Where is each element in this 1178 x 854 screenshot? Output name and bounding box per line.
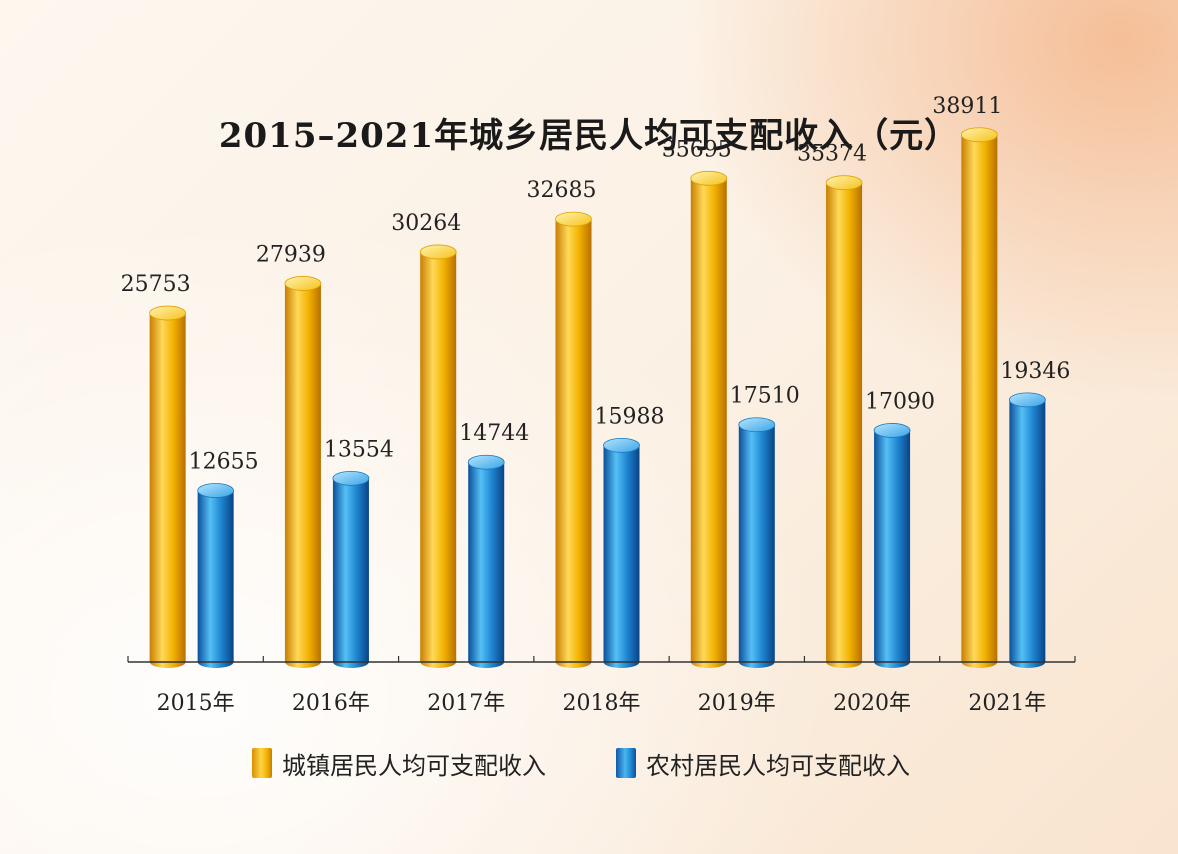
value-label-urban-3: 32685 <box>527 178 597 203</box>
bar-urban-5 <box>825 175 863 668</box>
legend-label-rural: 农村居民人均可支配收入 <box>646 751 910 780</box>
value-label-rural-4: 17510 <box>730 384 800 409</box>
legend-item-urban: 城镇居民人均可支配收入 <box>252 746 546 780</box>
bar-urban-2 <box>419 244 457 668</box>
value-label-rural-6: 19346 <box>1000 359 1070 384</box>
legend-item-rural: 农村居民人均可支配收入 <box>616 746 910 780</box>
bar-rural-0 <box>197 483 235 668</box>
bar-urban-6 <box>960 127 998 668</box>
value-label-rural-2: 14744 <box>459 421 529 446</box>
value-label-rural-3: 15988 <box>595 404 665 429</box>
bar-urban-0 <box>149 305 187 668</box>
x-tick-label-5: 2020年 <box>833 691 911 716</box>
value-label-rural-0: 12655 <box>189 450 259 475</box>
bar-rural-4 <box>738 417 776 668</box>
value-label-urban-6: 38911 <box>932 94 1002 119</box>
value-label-urban-5: 35374 <box>797 142 867 167</box>
value-label-urban-4: 35695 <box>662 137 732 162</box>
x-tick-label-4: 2019年 <box>698 691 776 716</box>
value-label-urban-0: 25753 <box>121 272 191 297</box>
chart-title: 2015–2021年城乡居民人均可支配收入（元） <box>218 116 960 156</box>
bar-rural-3 <box>603 437 640 668</box>
bar-urban-3 <box>555 211 592 668</box>
bar-urban-1 <box>284 276 322 668</box>
bar-rural-6 <box>1008 392 1046 668</box>
value-label-rural-5: 17090 <box>865 389 935 414</box>
legend-label-urban: 城镇居民人均可支配收入 <box>282 751 546 780</box>
value-label-urban-2: 30264 <box>391 211 461 236</box>
value-label-rural-1: 13554 <box>324 437 394 462</box>
value-label-urban-1: 27939 <box>256 242 326 267</box>
bar-rural-2 <box>467 454 505 668</box>
x-tick-label-1: 2016年 <box>292 691 370 716</box>
legend-swatch-rural <box>616 748 636 778</box>
x-tick-label-0: 2015年 <box>157 691 235 716</box>
bar-rural-5 <box>873 423 911 668</box>
x-tick-label-6: 2021年 <box>968 691 1046 716</box>
legend-swatch-urban <box>252 748 272 778</box>
x-tick-label-2: 2017年 <box>427 691 505 716</box>
bar-rural-1 <box>332 470 370 668</box>
x-tick-label-3: 2018年 <box>563 691 641 716</box>
bar-urban-4 <box>690 170 728 668</box>
